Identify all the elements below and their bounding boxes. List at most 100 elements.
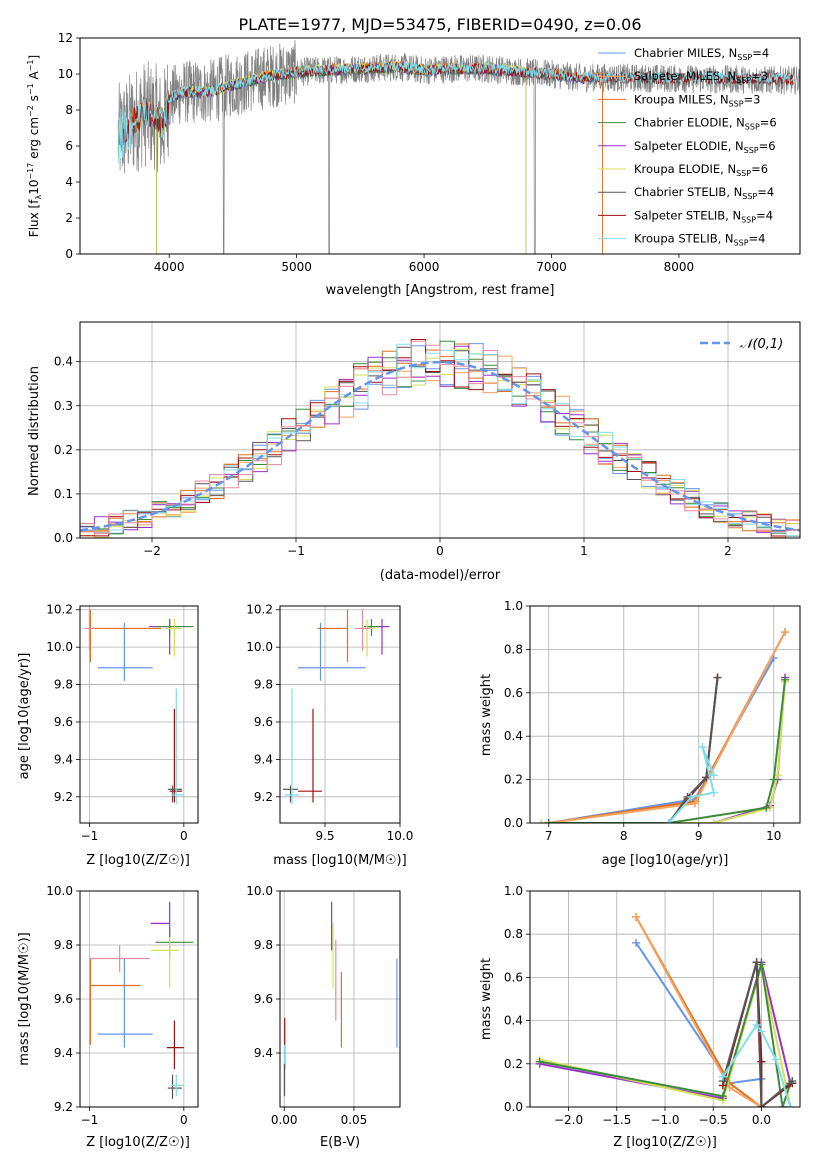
y-tick-label: 0.0 (504, 816, 523, 830)
x-tick-label: 2 (724, 544, 732, 558)
residuals-panel: −2 −1 0 1 2 0.0 0.1 0.2 0.3 0.4 𝒩(0,1) (54, 321, 801, 558)
residuals-ylabel: Normed distribution (27, 366, 42, 496)
y-tick-label: 9.6 (254, 715, 273, 729)
y-tick-label: 9.2 (254, 790, 273, 804)
series-marker-chabrier_elodie (769, 775, 778, 784)
axes-frame (79, 890, 199, 1108)
x-tick-label: −0.5 (699, 1113, 728, 1127)
y-tick-label: 0 (65, 247, 73, 261)
series-marker-chabrier_miles (632, 938, 641, 947)
axes-frame (79, 37, 801, 255)
series-line-salpeter_miles (548, 631, 786, 823)
weight-vs-age-panel: 7 8 9 10 0.0 0.2 0.4 0.6 0.8 1.0 (504, 599, 801, 843)
age-vs-mass-points (283, 609, 390, 805)
y-tick-label: 1.0 (504, 884, 523, 898)
weight-vs-z-series (535, 912, 797, 1107)
series-line-chabrier_miles (548, 657, 775, 823)
mass-vs-ebv-panel: 0.00 0.05 9.4 9.6 9.8 10.0 (246, 884, 401, 1127)
y-tick-label: 0.6 (504, 970, 523, 984)
age-vs-z-xlabel: Z [log10(Z/Z☉)] (86, 853, 190, 868)
mass-vs-ebv-xlabel: E(B-V) (320, 1135, 360, 1150)
legend-label-kroupa_stelib: Kroupa STELIB, NSSP=4 (634, 232, 765, 248)
normal-curve (80, 360, 800, 532)
mass-vs-ebv-points (283, 901, 398, 1097)
series-marker-salpeter_miles (691, 799, 699, 808)
x-tick-label: 0.0 (752, 1113, 771, 1127)
series-line-chabrier_stelib (667, 677, 719, 823)
x-tick-label: 0.05 (341, 1113, 368, 1127)
y-tick-label: 12 (58, 31, 73, 45)
spectrum-xlabel: wavelength [Angstrom, rest frame] (326, 283, 555, 298)
y-tick-label: 10.0 (246, 640, 273, 654)
age-vs-mass-panel: 9.5 10.0 9.2 9.4 9.6 9.8 10.0 10.2 (246, 603, 413, 843)
series-marker-kroupa_stelib (718, 1072, 727, 1081)
legend-label-chabrier_miles: Chabrier MILES, NSSP=4 (634, 46, 769, 62)
y-tick-label: 4 (65, 175, 73, 189)
y-tick-label: 0.8 (504, 642, 523, 656)
x-tick-label: 4000 (154, 260, 185, 274)
y-tick-label: 10 (58, 67, 73, 81)
series-line-kroupa_miles (548, 631, 786, 823)
model-spectrum-kroupa_stelib (117, 60, 794, 164)
y-tick-label: 0.2 (504, 773, 523, 787)
y-tick-label: 0.2 (504, 1057, 523, 1071)
legend-label-salpeter_stelib: Salpeter STELIB, NSSP=4 (634, 208, 773, 224)
residuals-xlabel: (data-model)/error (380, 568, 501, 583)
y-tick-label: 9.4 (54, 752, 73, 766)
normal-legend-label: 𝒩(0,1) (740, 337, 783, 352)
series-marker-chabrier_elodie (778, 1103, 787, 1107)
y-tick-label: 8 (65, 103, 73, 117)
series-marker-kroupa_stelib (664, 819, 673, 823)
series-marker-salpeter_stelib (757, 1057, 766, 1066)
y-tick-label: 0.6 (504, 686, 523, 700)
axes-frame (79, 321, 801, 539)
spectrum-title: PLATE=1977, MJD=53475, FIBERID=0490, z=0… (238, 15, 641, 34)
series-marker-salpeter_miles (781, 628, 789, 637)
spectrum-lines (117, 40, 800, 254)
x-tick-label: 8 (620, 829, 628, 843)
y-tick-label: 1.0 (504, 599, 523, 613)
y-tick-label: 0.0 (504, 1100, 523, 1114)
x-tick-label: 1 (580, 544, 588, 558)
x-tick-label: −2.0 (554, 1113, 583, 1127)
mass-vs-z-ylabel: mass [log10(M/M☉)] (17, 932, 32, 1065)
y-tick-label: 10.0 (46, 884, 73, 898)
series-line-kroupa_elodie (541, 681, 786, 823)
spectrum-ylabel: Flux [fλ10−17 erg cm−2 s−1 A−1] (26, 55, 43, 237)
weight-vs-age-xlabel: age [log10(age/yr)] (602, 853, 729, 868)
series-marker-kroupa_elodie (537, 819, 546, 823)
y-tick-label: 6 (65, 139, 73, 153)
axes-frame (279, 890, 401, 1108)
x-tick-label: 0 (180, 1113, 188, 1127)
y-tick-label: 9.8 (254, 938, 273, 952)
axes-frame (79, 605, 199, 824)
y-tick-label: 0.4 (504, 729, 523, 743)
legend-label-salpeter_elodie: Salpeter ELODIE, NSSP=6 (634, 139, 776, 155)
series-marker-kroupa_stelib (786, 1103, 795, 1107)
y-tick-label: 9.4 (254, 1046, 273, 1060)
x-tick-label: −1 (81, 1113, 99, 1127)
series-marker-chabrier_stelib (702, 773, 711, 782)
y-tick-label: 10.0 (46, 640, 73, 654)
series-marker-kroupa_stelib (709, 771, 718, 780)
weight-vs-z-xlabel: Z [log10(Z/Z☉)] (613, 1135, 717, 1150)
x-tick-label: 7000 (536, 260, 567, 274)
axes-frame (529, 605, 801, 824)
series-marker-chabrier_stelib (788, 1077, 797, 1086)
legend-label-salpeter_miles: Salpeter MILES, NSSP=3 (634, 69, 768, 85)
x-tick-label: −1.0 (650, 1113, 679, 1127)
y-tick-label: 0.4 (54, 355, 73, 369)
x-tick-label: 5000 (281, 260, 312, 274)
spectrum-legend: Chabrier MILES, NSSP=4 Salpeter MILES, NS… (598, 46, 777, 248)
series-marker-chabrier_stelib (713, 673, 722, 682)
y-tick-label: 10.0 (246, 884, 273, 898)
y-tick-label: 0.0 (54, 531, 73, 545)
mass-vs-z-xlabel: Z [log10(Z/Z☉)] (86, 1135, 190, 1150)
x-tick-label: 0.00 (271, 1113, 298, 1127)
series-marker-chabrier_elodie (544, 819, 553, 823)
y-tick-label: 9.8 (254, 678, 273, 692)
y-tick-label: 10.2 (46, 603, 73, 617)
series-line-chabrier_stelib (721, 962, 793, 1107)
series-marker-chabrier_elodie (781, 675, 789, 684)
